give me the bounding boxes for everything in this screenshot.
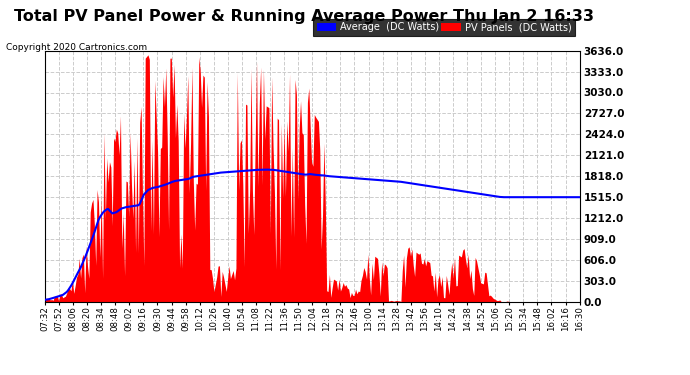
Legend: Average  (DC Watts), PV Panels  (DC Watts): Average (DC Watts), PV Panels (DC Watts)	[313, 19, 575, 36]
Text: Copyright 2020 Cartronics.com: Copyright 2020 Cartronics.com	[6, 43, 147, 52]
Text: Total PV Panel Power & Running Average Power Thu Jan 2 16:33: Total PV Panel Power & Running Average P…	[14, 9, 593, 24]
